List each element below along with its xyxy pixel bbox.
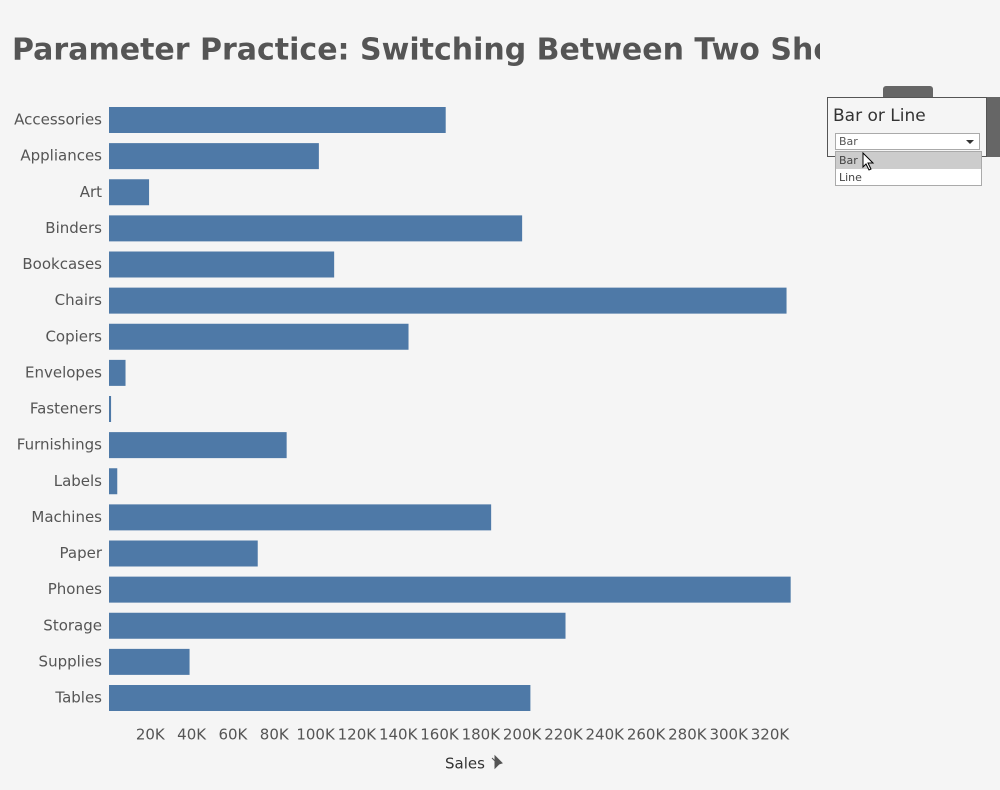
x-axis-title: Sales: [445, 755, 485, 773]
bar: [109, 251, 335, 278]
y-tick-label: Paper: [60, 544, 103, 562]
x-tick-label: 240K: [586, 726, 626, 744]
y-tick-label: Copiers: [45, 327, 102, 345]
dropdown-option[interactable]: Line: [839, 171, 862, 184]
bar: [109, 685, 531, 711]
y-tick-label: Supplies: [39, 652, 103, 670]
y-tick-label: Phones: [48, 580, 102, 598]
x-tick-label: 220K: [544, 726, 584, 744]
dropdown-option[interactable]: Bar: [836, 152, 981, 169]
bar: [109, 648, 190, 675]
x-tick-label: 40K: [177, 726, 207, 744]
y-tick-label: Art: [80, 183, 102, 201]
x-tick-label: 260K: [627, 726, 667, 744]
bar: [109, 396, 112, 422]
x-tick-label: 20K: [136, 726, 166, 744]
y-tick-label: Furnishings: [17, 436, 102, 454]
x-tick-label: 280K: [668, 726, 708, 744]
y-tick-label: Labels: [54, 472, 102, 490]
y-tick-label: Bookcases: [22, 255, 102, 273]
x-tick-label: 100K: [296, 726, 336, 744]
x-tick-label: 120K: [338, 726, 378, 744]
control-handle[interactable]: [883, 86, 933, 97]
x-tick-label: 140K: [379, 726, 419, 744]
bar: [109, 504, 492, 531]
bar: [109, 107, 446, 133]
x-tick-label: 80K: [260, 726, 290, 744]
bar: [109, 179, 150, 206]
x-tick-label: 160K: [420, 726, 460, 744]
bar: [109, 359, 126, 386]
y-tick-label: Appliances: [20, 147, 102, 165]
x-tick-label: 320K: [751, 726, 791, 744]
y-tick-label: Fasteners: [30, 400, 102, 418]
dropdown[interactable]: Bar: [835, 133, 980, 150]
control-toolbar[interactable]: [987, 97, 1000, 157]
x-tick-label: 60K: [218, 726, 248, 744]
x-tick-label: 200K: [503, 726, 543, 744]
bar: [109, 576, 791, 603]
pin-icon: [491, 754, 503, 770]
bar: [109, 215, 523, 242]
chart-title: Parameter Practice: Switching Between Tw…: [12, 33, 820, 68]
x-tick-label: 300K: [709, 726, 749, 744]
bar: [109, 323, 409, 350]
y-tick-label: Envelopes: [25, 363, 102, 381]
bar: [109, 287, 787, 314]
chart: Parameter Practice: Switching Between Tw…: [12, 33, 820, 773]
bar: [109, 143, 319, 170]
bar: [109, 468, 118, 495]
y-tick-label: Tables: [54, 689, 102, 707]
bar: [109, 612, 566, 639]
y-tick-label: Binders: [45, 219, 102, 237]
y-tick-label: Machines: [31, 508, 102, 526]
cursor: [862, 152, 875, 171]
bar: [109, 432, 287, 459]
y-tick-label: Accessories: [14, 111, 102, 129]
dropdown-list: Bar Line: [835, 151, 982, 186]
y-tick-label: Storage: [43, 616, 102, 634]
y-tick-label: Chairs: [55, 291, 103, 309]
bar: [109, 540, 258, 567]
control-title: Bar or Line: [833, 106, 926, 126]
x-tick-label: 180K: [462, 726, 502, 744]
